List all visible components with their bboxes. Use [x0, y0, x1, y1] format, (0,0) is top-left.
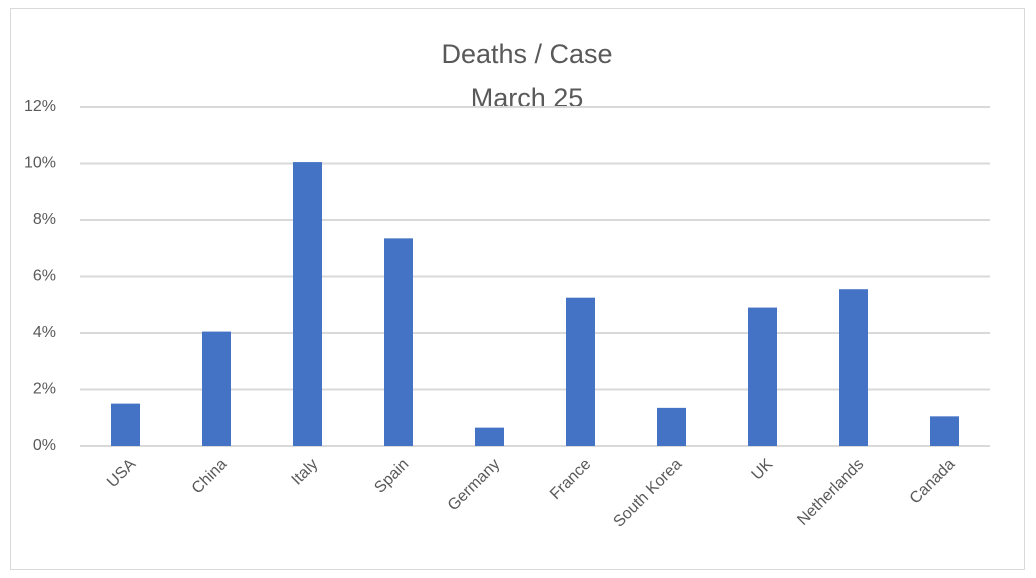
y-tick-label: 10%	[24, 155, 56, 172]
y-tick-label: 8%	[33, 211, 56, 228]
bar	[839, 289, 868, 446]
bar	[657, 407, 686, 446]
chart-subtitle: March 25	[471, 83, 584, 113]
bar	[475, 427, 504, 446]
y-tick-label: 6%	[33, 268, 56, 285]
bar	[384, 238, 413, 446]
bar	[202, 331, 231, 446]
chart-title: Deaths / Case	[441, 39, 612, 69]
chart-frame	[10, 8, 1025, 570]
y-tick-label: 4%	[33, 324, 56, 341]
bar	[930, 416, 959, 446]
y-tick-label: 0%	[33, 437, 56, 454]
y-tick-label: 2%	[33, 381, 56, 398]
bar	[293, 162, 322, 446]
bar	[111, 403, 140, 446]
y-tick-label: 12%	[24, 98, 56, 115]
bar	[748, 307, 777, 446]
bar	[566, 297, 595, 446]
